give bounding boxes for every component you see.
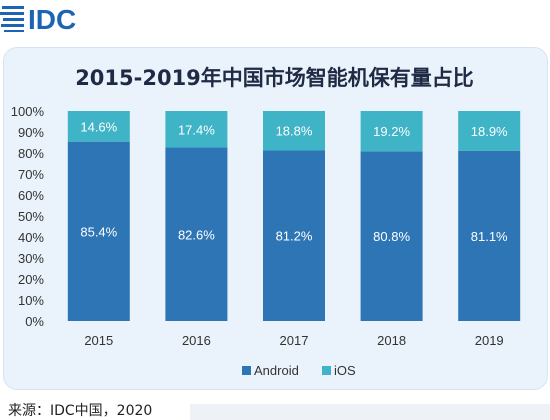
chart-title: 2015-2019年中国市场智能机保有量占比 — [75, 66, 474, 90]
y-tick-label: 30% — [18, 251, 44, 266]
bar-android-2015 — [67, 141, 130, 321]
y-tick-label: 20% — [18, 272, 44, 287]
data-label: 19.2% — [373, 124, 410, 139]
x-tick-label: 2017 — [280, 333, 309, 348]
data-label: 14.6% — [80, 119, 117, 134]
bar-ios-2016 — [165, 111, 228, 148]
data-label: 82.6% — [178, 227, 215, 242]
data-label: 80.8% — [373, 229, 410, 244]
y-tick-label: 40% — [18, 230, 44, 245]
bar-ios-2018 — [360, 111, 423, 152]
legend-swatch-ios — [322, 366, 331, 375]
data-label: 81.2% — [276, 229, 313, 244]
logo-text: IDC — [28, 4, 76, 35]
source-note: 来源：IDC中国，2020 — [8, 403, 153, 419]
data-label: 81.1% — [471, 229, 508, 244]
y-tick-label: 90% — [18, 125, 44, 140]
y-tick-label: 50% — [18, 209, 44, 224]
x-tick-label: 2015 — [84, 333, 113, 348]
x-tick-label: 2018 — [377, 333, 406, 348]
x-tick-label: 2019 — [475, 333, 504, 348]
bar-android-2018 — [360, 151, 423, 321]
data-label: 18.9% — [471, 124, 508, 139]
bar-android-2016 — [165, 147, 228, 321]
data-label: 17.4% — [178, 122, 215, 137]
data-label: 85.4% — [80, 224, 117, 239]
legend-label-ios: iOS — [334, 363, 356, 378]
x-tick-label: 2016 — [182, 333, 211, 348]
y-tick-label: 100% — [11, 104, 45, 119]
bottom-band — [190, 404, 550, 420]
idc-logo: IDC — [0, 0, 116, 38]
y-tick-label: 10% — [18, 293, 44, 308]
bar-android-2019 — [458, 150, 521, 321]
y-tick-label: 80% — [18, 146, 44, 161]
legend-label-android: Android — [254, 363, 299, 378]
y-tick-label: 60% — [18, 188, 44, 203]
legend-swatch-android — [242, 366, 251, 375]
data-label: 18.8% — [276, 124, 313, 139]
y-tick-label: 70% — [18, 167, 44, 182]
bar-ios-2015 — [67, 111, 130, 142]
bar-ios-2017 — [263, 111, 325, 151]
y-tick-label: 0% — [25, 314, 44, 329]
bar-android-2017 — [263, 150, 325, 321]
bar-ios-2019 — [458, 111, 521, 151]
